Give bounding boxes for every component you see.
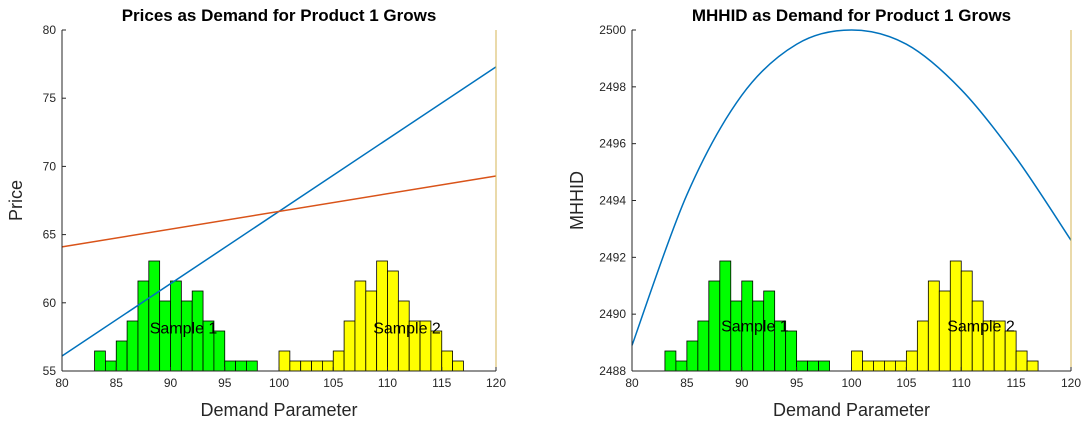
histogram-2-bar [332,350,345,372]
y-tick-label: 80 [43,23,57,37]
histogram-2-bar [376,260,388,372]
x-tick-label: 120 [486,376,506,390]
histogram-2-bar [851,350,863,372]
y-tick-label: 2490 [599,307,626,321]
histogram-1-bar [664,350,677,372]
y-tick-label: 2492 [599,250,626,264]
y-tick-label: 2494 [599,194,626,208]
histogram-1-bar [719,260,732,372]
histogram-2-bar [895,360,907,372]
plot-area [632,30,1071,371]
y-tick-label: 2488 [599,364,626,378]
histogram-2-bar [452,360,464,372]
histogram-1-bar [137,280,150,372]
histogram-2-bar [873,360,885,372]
y-tick-label: 55 [43,364,57,378]
histogram-1-bar [686,340,699,372]
histogram-1-bar [246,360,258,372]
histogram-2-bar [321,360,334,372]
histogram-2-bar [343,320,356,372]
histogram-1-bar [105,360,117,372]
x-tick-label: 105 [896,376,916,390]
chart-prices: 80 85 90 95 100 105 110 115 120 55 60 65 70 75 80 Sampl… [6,6,506,420]
x-tick-label: 80 [55,376,69,390]
y-tick-label: 2498 [599,80,626,94]
histogram-1-bar [126,320,139,372]
histogram-1-bar [785,330,798,372]
histogram-1-bar [752,300,765,372]
histogram-1-bar [818,360,830,372]
histogram-1-bar [235,360,247,372]
x-tick-label: 105 [323,376,343,390]
histogram-1-bar [115,340,128,372]
x-axis-label: Demand Parameter [200,400,357,420]
y-tick-label: 70 [43,159,57,173]
x-tick-label: 90 [735,376,749,390]
histogram-2-bar [1015,350,1028,372]
y-tick-label: 2500 [599,23,626,37]
histogram-2-bar [862,360,874,372]
x-tick-label: 110 [378,376,397,390]
annotation-sample-2: Sample 2 [373,320,441,337]
annotation-sample-2: Sample 2 [947,319,1015,336]
histogram-2-bar [971,300,984,372]
x-tick-label: 100 [841,376,861,390]
y-tick-label: 60 [43,296,57,310]
histogram-2-bar [300,360,312,372]
x-tick-label: 115 [1007,376,1026,390]
histogram-2-bar [1004,330,1017,372]
histogram-1-bar [708,280,721,372]
chart-title: MHHID as Demand for Product 1 Grows [692,6,1011,25]
annotation-sample-1: Sample 1 [150,320,218,337]
histogram-2-bar [884,360,896,372]
y-axis-label: Price [6,180,26,221]
histogram-1-bar [675,360,688,372]
series-2-line [61,175,497,248]
x-tick-label: 90 [164,376,178,390]
histogram-2-bar [905,350,918,372]
x-tick-label: 110 [952,376,971,390]
histogram-1-bar [697,320,710,372]
histogram-2-bar [949,260,962,372]
series-1-line [631,29,1072,346]
histogram-1-bar [148,260,161,372]
histogram-2-bar [927,280,940,372]
x-axis-label: Demand Parameter [773,400,930,420]
x-tick-label: 95 [790,376,804,390]
histogram-1-bar [94,350,106,372]
histogram-1-bar [224,360,237,372]
x-tick-label: 95 [218,376,232,390]
y-tick-label: 75 [43,91,57,105]
histogram-2-bar [354,280,367,372]
x-tick-label: 85 [680,376,694,390]
chart-title: Prices as Demand for Product 1 Grows [122,6,437,25]
y-axis-label: MHHID [567,171,587,230]
x-tick-label: 85 [110,376,124,390]
x-tick-label: 115 [432,376,451,390]
histogram-2-bar [916,320,929,372]
histogram-2-bar [311,360,323,372]
x-tick-label: 100 [269,376,289,390]
plot-area [62,30,496,371]
histogram-1-bar [796,360,809,372]
y-tick-label: 65 [43,228,57,242]
annotation-sample-1: Sample 1 [721,319,789,336]
y-tick-label: 2496 [599,137,626,151]
histogram-2-bar [441,350,454,372]
histogram-2-bar [1026,360,1039,372]
x-tick-label: 120 [1061,376,1081,390]
histogram-2-bar [278,350,291,372]
histogram-2-bar [289,360,302,372]
histogram-1-bar [730,300,743,372]
x-tick-label: 80 [625,376,639,390]
chart-mhhid: 80 85 90 95 100 105 110 115 120 2488 2490 2492 2494 2… [567,6,1081,420]
histogram-1-bar [807,360,819,372]
